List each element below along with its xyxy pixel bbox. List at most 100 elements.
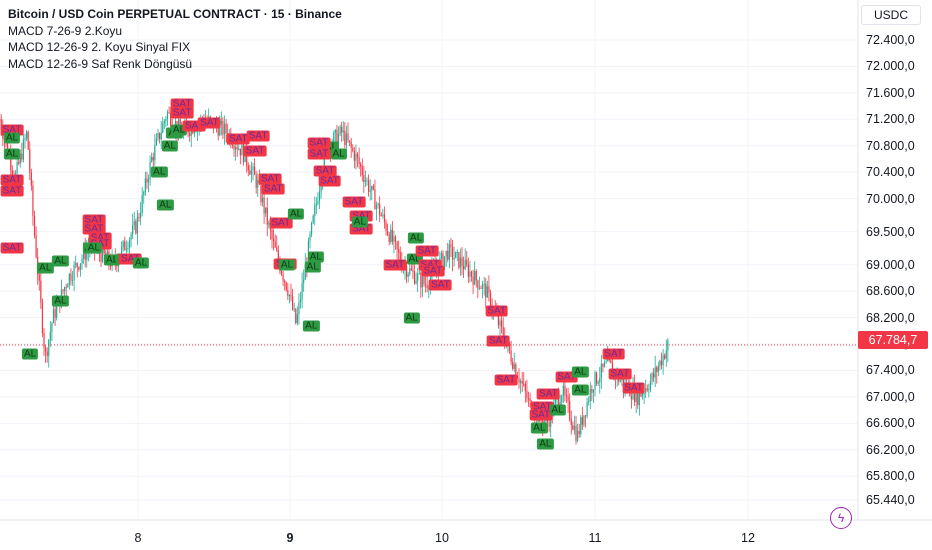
candle-body: [394, 236, 397, 242]
candle-body: [361, 166, 363, 176]
candle-body: [71, 279, 74, 281]
candle-body: [345, 133, 348, 145]
indicator-legend-1[interactable]: MACD 7-26-9 2.Koyu: [8, 23, 123, 38]
sell-signal-label: SAT: [421, 265, 445, 277]
candle-body: [344, 130, 346, 145]
candle-body: [339, 126, 341, 134]
candle-body: [580, 417, 582, 435]
candle-body: [426, 285, 428, 288]
candle-body: [81, 258, 83, 264]
candle-body: [459, 257, 462, 268]
candle-body: [255, 174, 257, 188]
buy-signal-label: AL: [304, 261, 321, 273]
candle-body: [155, 138, 158, 145]
candle-body: [231, 143, 234, 146]
candle-body: [393, 236, 395, 242]
candle-body: [567, 396, 569, 402]
candle-body: [38, 274, 40, 281]
lightning-icon[interactable]: ϟ: [830, 507, 852, 529]
candle-body: [280, 271, 283, 275]
sell-signal-label: SAT: [170, 98, 194, 110]
candle-body: [364, 180, 367, 183]
candle-body: [136, 217, 139, 234]
candle-body: [382, 214, 384, 216]
candle-body: [46, 351, 48, 356]
candle-body: [67, 285, 69, 288]
candle-body: [420, 272, 422, 288]
candle-body: [554, 399, 557, 404]
indicator-legend-2[interactable]: MACD 12-26-9 2. Koyu Sinyal FIX: [8, 40, 191, 54]
candle-body: [659, 360, 661, 367]
candle-body: [271, 230, 273, 239]
sell-signal-label: SAT: [418, 259, 442, 271]
candle-body: [645, 388, 647, 393]
candle-body: [21, 153, 23, 160]
currency-selector[interactable]: USDC: [861, 5, 921, 25]
sell-signal-label: SAT: [82, 214, 106, 226]
candle-body: [469, 271, 471, 277]
candle-body: [665, 350, 667, 359]
candle-body: [282, 274, 284, 281]
price-tick-label: 69.500,0: [866, 224, 915, 239]
candle-body: [124, 241, 126, 251]
candle-body: [500, 320, 503, 328]
candle-body: [30, 172, 32, 186]
price-tick-label: 66.600,0: [866, 416, 915, 431]
candle-body: [447, 250, 449, 260]
candle-body: [84, 248, 86, 260]
buy-signal-label: AL: [151, 166, 168, 178]
candle-body: [450, 244, 452, 247]
candle-body: [22, 139, 25, 160]
candle-body: [29, 149, 31, 173]
candle-body: [263, 197, 265, 214]
candle-body: [276, 247, 278, 251]
candle-body: [572, 424, 574, 430]
candle-body: [521, 380, 523, 384]
candle-body: [467, 264, 469, 277]
candle-body: [165, 118, 167, 122]
candle-body: [654, 367, 656, 378]
candle-body: [398, 249, 400, 253]
candle-body: [260, 182, 262, 203]
buy-signal-label: AL: [572, 366, 589, 378]
candle-body: [342, 130, 344, 133]
price-tick-label: 70.400,0: [866, 165, 915, 180]
candle-body: [139, 213, 142, 218]
candle-body: [519, 380, 522, 383]
candle-body: [315, 203, 317, 207]
candle-body: [24, 138, 26, 140]
time-tick-label: 9: [286, 531, 294, 545]
indicator-legend-3[interactable]: MACD 12-26-9 Saf Renk Döngüsü: [8, 56, 193, 71]
chart-grid: [0, 0, 858, 520]
candle-body: [239, 148, 241, 156]
candle-body: [86, 250, 88, 260]
symbol-title[interactable]: Bitcoin / USD Coin PERPETUAL CONTRACT · …: [8, 7, 342, 21]
candle-body: [637, 387, 639, 406]
candle-body: [144, 178, 146, 192]
candle-body: [652, 373, 655, 378]
candle-body: [386, 231, 389, 235]
sell-signal-label: SAT: [529, 409, 553, 421]
candle-body: [101, 246, 104, 262]
sell-signal-label: SAT: [0, 174, 24, 186]
candle-body: [619, 380, 621, 382]
candle-body: [641, 393, 644, 397]
candle-body: [149, 161, 151, 180]
candle-body: [466, 259, 468, 265]
candle-body: [442, 253, 444, 267]
candle-body: [375, 205, 378, 210]
candle-body: [347, 133, 349, 141]
sell-signal-label: SAT: [246, 130, 270, 142]
candle-body: [455, 252, 457, 258]
candle-body: [366, 180, 368, 182]
sell-signal-label: SAT: [350, 223, 373, 235]
candle-body: [162, 123, 164, 133]
candle-body: [480, 287, 482, 289]
candle-body: [667, 340, 669, 351]
buy-signal-label: AL: [572, 384, 589, 396]
buy-signal-label: AL: [278, 259, 296, 271]
buy-signal-label: AL: [303, 320, 320, 332]
sell-signal-label: SAT: [383, 259, 407, 271]
candle-body: [44, 347, 47, 352]
